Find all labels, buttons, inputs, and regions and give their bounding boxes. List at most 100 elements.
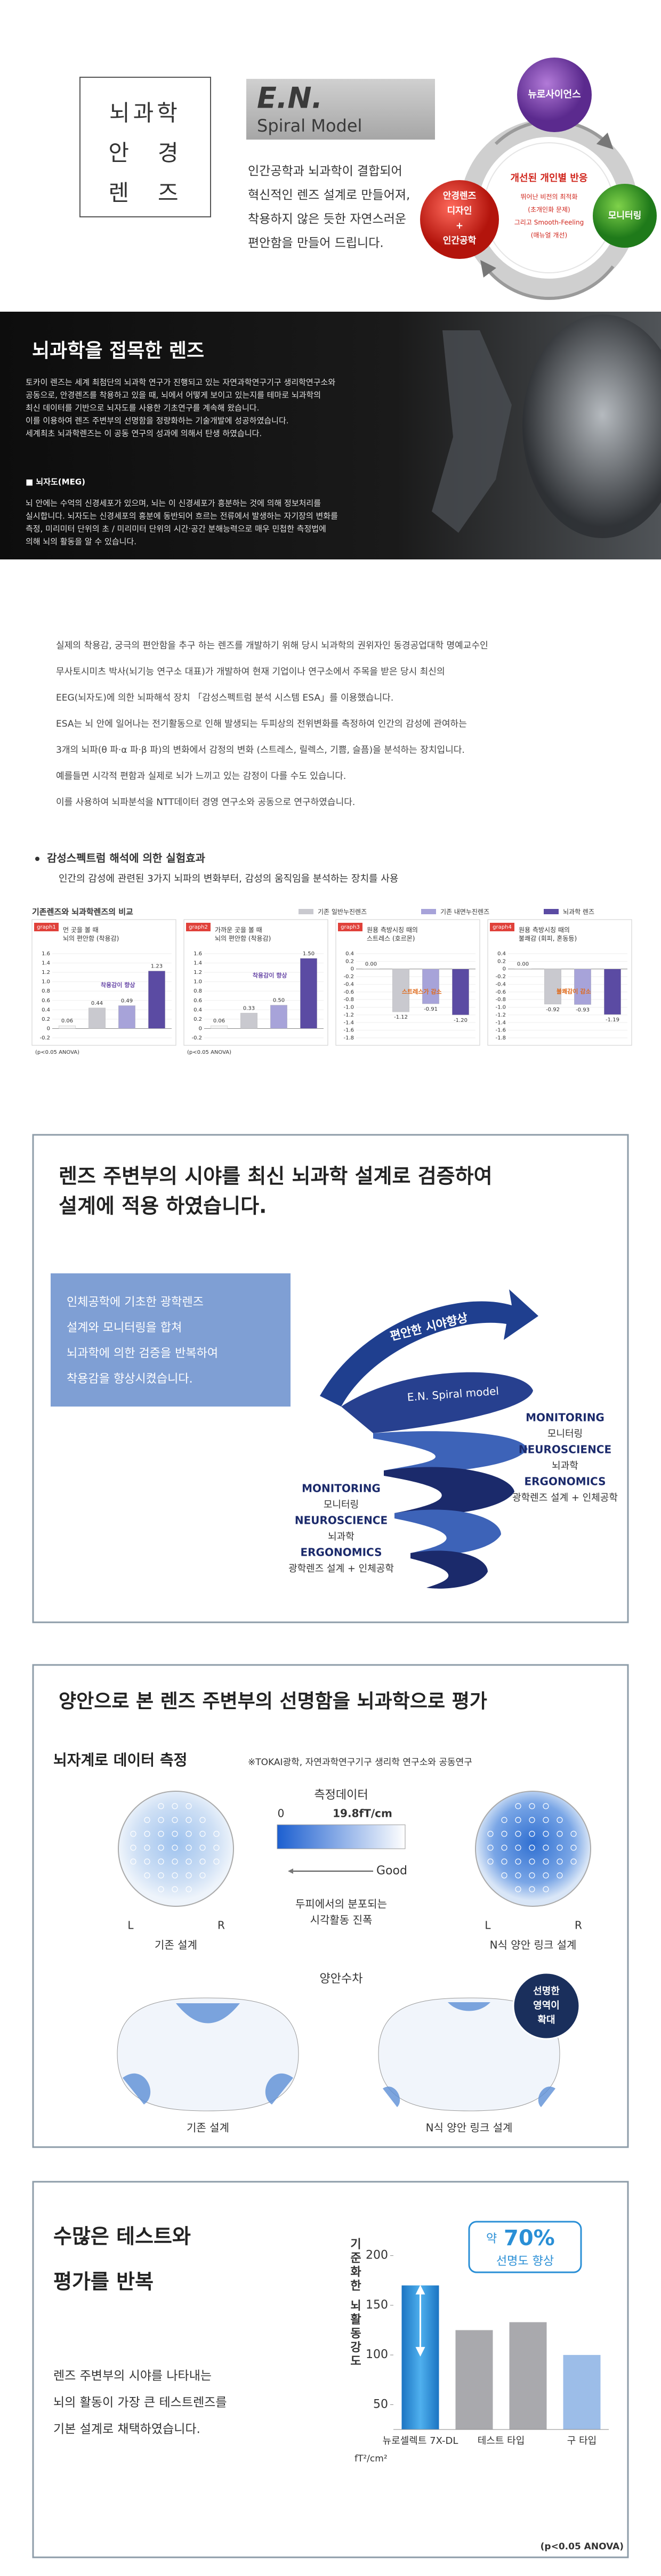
diagram-label: 디자인 xyxy=(447,206,472,216)
lens-left-aberration xyxy=(123,2003,293,2104)
sensor-dot xyxy=(543,1844,549,1851)
y-tick-label: -0.6 xyxy=(343,989,354,995)
annotation: 불쾌감이 감소 xyxy=(557,987,591,995)
sensor-dot xyxy=(543,1831,549,1837)
hero-title: 렌 즈 xyxy=(108,180,181,206)
value-label: 0.50 xyxy=(273,998,285,1004)
sensor-dot xyxy=(487,1858,494,1865)
hero-title: 안 경 xyxy=(108,140,181,166)
value-label: 0.00 xyxy=(365,962,377,968)
sensor-dot xyxy=(158,1872,164,1879)
spiral-label: 모니터링 xyxy=(324,1499,359,1510)
spiral-label: 광학렌즈 설계 + 인체공학 xyxy=(512,1492,618,1504)
value-label: 0.06 xyxy=(61,1018,73,1024)
paragraph: 실제의 착용감, 궁극의 편안함을 추구 하는 렌즈를 개발하기 위해 당시 뇌… xyxy=(56,640,488,651)
value-label: 1.50 xyxy=(303,951,315,957)
paragraph: 뇌의 활동이 가장 큰 테스트렌즈를 xyxy=(53,2396,227,2410)
callout-text: 선명도 향상 xyxy=(496,2255,554,2268)
hero-title: 뇌과학 xyxy=(109,100,181,126)
sensor-dot xyxy=(501,1817,507,1823)
sensor-dot xyxy=(487,1844,494,1851)
chart-tag xyxy=(186,923,211,931)
sensor-dot xyxy=(543,1872,549,1879)
sensor-dot xyxy=(199,1831,206,1837)
diagram-arrow xyxy=(480,260,615,300)
callout-circle xyxy=(512,1972,581,2040)
y-tick-label: 1.2 xyxy=(42,970,50,976)
diagram-center-text: 그리고 Smooth-Feeling xyxy=(514,219,584,226)
sensor-dot xyxy=(557,1831,563,1837)
spiral-band xyxy=(384,1467,514,1515)
paragraph: 렌즈 주변부의 시야를 나타내는 xyxy=(53,2369,212,2383)
title-frame xyxy=(79,77,211,217)
side-label: L xyxy=(485,1919,491,1932)
subheading: 감성스펙트럼 해석에 의한 실험효과 xyxy=(47,852,205,865)
y-tick-label: 0.6 xyxy=(42,998,50,1004)
spiral-label: 뇌과학 xyxy=(552,1460,578,1472)
sensor-dot xyxy=(570,1858,577,1865)
y-tick-label: -0.8 xyxy=(495,997,506,1003)
paragraph: 기본 설계로 채택하였습니다. xyxy=(53,2423,200,2436)
sensor-dot xyxy=(515,1844,521,1851)
box-text: 착용감을 향상시켰습니다. xyxy=(67,1372,193,1386)
sensor-dot xyxy=(199,1872,206,1879)
unit-label: fT²/cm² xyxy=(354,2453,388,2464)
y-tick-label: 1.2 xyxy=(194,970,202,976)
x-tick-label: 테스트 타입 xyxy=(478,2435,525,2447)
sensor-dot xyxy=(186,1858,192,1865)
chart-tag-label: graph3 xyxy=(341,924,360,930)
sensor-dot xyxy=(172,1831,178,1837)
paragraph: 측정, 미리미터 단위의 초 / 미리미터 단위의 시간·공간 분해능력으로 매… xyxy=(26,524,326,534)
bar xyxy=(270,1005,287,1029)
legend-label: 뇌과학 렌즈 xyxy=(563,908,594,916)
callout-text: 영역이 xyxy=(533,2000,560,2011)
sensor-dot xyxy=(543,1817,549,1823)
y-tick-label: -1.6 xyxy=(343,1028,354,1034)
sensor-dot xyxy=(158,1817,164,1823)
spiral-label: NEUROSCIENCE xyxy=(519,1443,611,1456)
sensor-dot xyxy=(529,1844,535,1851)
sensor-dot xyxy=(199,1844,206,1851)
annotation: 착용감이 향상 xyxy=(101,981,135,988)
bullet xyxy=(35,857,39,861)
y-tick-label: 1.6 xyxy=(194,951,202,957)
bar xyxy=(300,958,317,1029)
bar xyxy=(211,1025,228,1029)
legend-swatch xyxy=(544,909,559,914)
sensor-dot xyxy=(172,1886,178,1892)
chart-title: 원용 측방시칭 때의 xyxy=(367,927,418,934)
chart-title: 스트레스 (호르몬) xyxy=(367,935,415,942)
y-tick-label: 0.4 xyxy=(42,1007,50,1013)
sensor-dot xyxy=(529,1886,535,1892)
box-text: 설계와 모니터링을 합쳐 xyxy=(67,1321,182,1335)
spiral-label: 모니터링 xyxy=(547,1428,583,1440)
bar xyxy=(452,969,469,1015)
scale-good: Good xyxy=(376,1864,407,1878)
sensor-dot xyxy=(172,1858,178,1865)
value-label: -1.20 xyxy=(454,1018,467,1023)
value-label: 0.33 xyxy=(243,1005,255,1011)
value-label: -0.91 xyxy=(424,1006,438,1012)
bar xyxy=(574,969,591,1005)
y-tick-label: 1.4 xyxy=(194,961,202,966)
value-label: -0.92 xyxy=(546,1007,560,1013)
sensor-dot xyxy=(515,1886,521,1892)
spiral-label: ERGONOMICS xyxy=(300,1546,382,1559)
box-text: 인체공학에 기초한 광학렌즈 xyxy=(67,1296,204,1309)
y-tick-label: -0.8 xyxy=(343,997,354,1003)
paragraph: 세계최초 뇌과학렌즈는 이 공동 연구의 성과에 의해서 탄생 하였습니다. xyxy=(26,429,262,438)
bar xyxy=(59,1025,76,1029)
y-tick-label: 0.2 xyxy=(497,958,506,964)
side-label: R xyxy=(217,1919,225,1932)
sensor-dot xyxy=(515,1858,521,1865)
bar xyxy=(240,1013,257,1029)
scale-bar xyxy=(277,1824,406,1849)
sensor-dot xyxy=(130,1831,136,1837)
sensor-dot xyxy=(172,1872,178,1879)
spiral-label: 뇌과학 xyxy=(328,1531,354,1542)
y-tick-label: -1.0 xyxy=(495,1005,506,1011)
paragraph: 공동으로, 안경렌즈를 착용하고 있을 때, 뇌에서 어떻게 보이고 있는지를 … xyxy=(26,391,321,400)
bar xyxy=(509,2322,547,2429)
